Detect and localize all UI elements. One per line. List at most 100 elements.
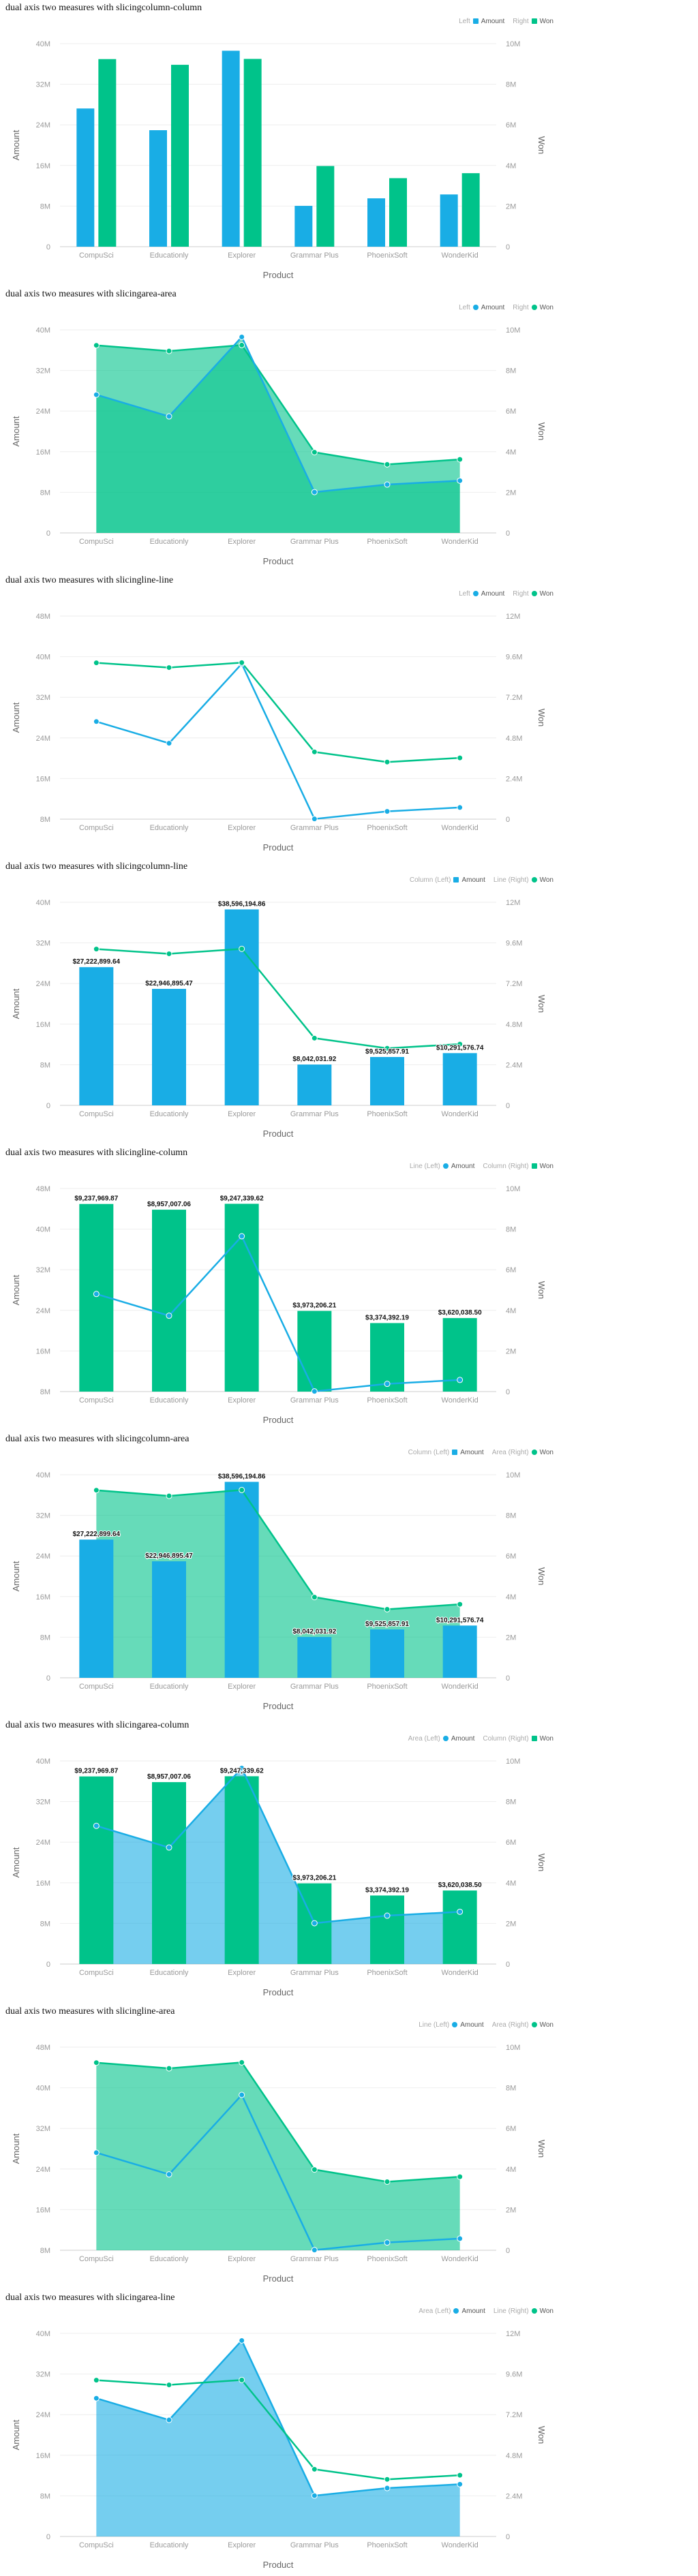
bar-won[interactable] (389, 178, 407, 247)
point-won[interactable] (457, 1041, 464, 1047)
line-won[interactable] (96, 2061, 460, 2183)
line-won[interactable] (96, 2379, 460, 2481)
area-amount[interactable] (96, 2340, 460, 2536)
point-amount[interactable] (239, 1764, 245, 1771)
bar-amount[interactable] (367, 198, 385, 247)
point-amount[interactable] (93, 2395, 100, 2402)
point-won[interactable] (239, 341, 245, 348)
point-won[interactable] (93, 2059, 100, 2066)
line-amount[interactable] (95, 1235, 460, 1392)
point-won[interactable] (384, 1045, 391, 1052)
point-amount[interactable] (384, 1912, 391, 1919)
point-amount[interactable] (384, 481, 391, 488)
bar-amount[interactable] (224, 909, 259, 1105)
point-won[interactable] (93, 660, 100, 666)
point-won[interactable] (384, 2476, 391, 2483)
point-won[interactable] (311, 449, 318, 456)
point-amount[interactable] (93, 391, 100, 398)
line-won[interactable] (96, 948, 460, 1049)
point-amount[interactable] (93, 1822, 100, 1829)
legend-item-won[interactable]: Column (Right) Won (483, 1163, 553, 1170)
bar-amount[interactable] (149, 130, 167, 247)
line-amount[interactable] (95, 2094, 460, 2251)
point-amount[interactable] (311, 1388, 318, 1395)
point-won[interactable] (239, 1486, 245, 1493)
bar-won[interactable] (370, 1895, 404, 1964)
bar-won[interactable] (171, 65, 189, 247)
point-amount[interactable] (384, 808, 391, 815)
point-amount[interactable] (384, 2485, 391, 2491)
bar-won[interactable] (297, 1310, 332, 1392)
point-won[interactable] (93, 946, 100, 953)
legend-item-amount[interactable]: Left Amount (459, 18, 504, 25)
point-amount[interactable] (457, 804, 464, 811)
point-amount[interactable] (166, 1313, 172, 1319)
line-amount[interactable] (95, 336, 460, 493)
legend-item-amount[interactable]: Left Amount (459, 590, 504, 598)
point-amount[interactable] (166, 740, 172, 747)
bar-won[interactable] (152, 1782, 186, 1964)
legend-item-won[interactable]: Right Won (513, 304, 553, 311)
bar-won[interactable] (243, 59, 262, 247)
point-amount[interactable] (93, 1291, 100, 1298)
legend-item-won[interactable]: Right Won (513, 590, 553, 598)
point-won[interactable] (311, 1034, 318, 1041)
bar-won[interactable] (224, 1203, 259, 1392)
point-won[interactable] (239, 2059, 245, 2066)
area-won[interactable] (96, 2062, 460, 2250)
point-won[interactable] (311, 1594, 318, 1601)
point-won[interactable] (384, 461, 391, 467)
legend-item-won[interactable]: Area (Right) Won (492, 1449, 553, 1456)
bar-amount[interactable] (442, 1053, 477, 1105)
point-won[interactable] (93, 2377, 100, 2384)
bar-amount[interactable] (79, 1539, 114, 1678)
line-amount[interactable] (95, 662, 460, 820)
point-amount[interactable] (166, 1844, 172, 1851)
point-won[interactable] (384, 2178, 391, 2185)
line-amount[interactable] (95, 2340, 460, 2497)
legend-item-amount[interactable]: Column (Left) Amount (408, 1449, 484, 1456)
bar-amount[interactable] (440, 194, 458, 247)
point-won[interactable] (457, 456, 464, 463)
point-amount[interactable] (311, 2247, 318, 2254)
point-amount[interactable] (457, 1908, 464, 1915)
bar-amount[interactable] (370, 1629, 404, 1678)
bar-amount[interactable] (224, 1482, 259, 1678)
point-amount[interactable] (239, 2091, 245, 2098)
point-amount[interactable] (93, 2149, 100, 2156)
point-won[interactable] (239, 2376, 245, 2383)
bar-amount[interactable] (79, 967, 114, 1105)
area-amount[interactable] (96, 1768, 460, 1964)
legend-item-won[interactable]: Line (Right) Won (494, 2307, 553, 2315)
point-won[interactable] (166, 951, 172, 957)
point-amount[interactable] (311, 2492, 318, 2499)
legend-item-won[interactable]: Column (Right) Won (483, 1735, 553, 1743)
line-won[interactable] (96, 344, 460, 465)
point-amount[interactable] (457, 1377, 464, 1383)
bar-amount[interactable] (152, 1561, 186, 1678)
point-won[interactable] (457, 754, 464, 761)
point-won[interactable] (457, 2472, 464, 2479)
legend-item-amount[interactable]: Area (Left) Amount (419, 2307, 485, 2315)
legend-item-won[interactable]: Line (Right) Won (494, 876, 553, 884)
legend-item-amount[interactable]: Column (Left) Amount (410, 876, 485, 884)
point-amount[interactable] (457, 2481, 464, 2487)
bar-won[interactable] (79, 1776, 114, 1964)
point-amount[interactable] (311, 489, 318, 495)
bar-won[interactable] (442, 1890, 477, 1964)
point-won[interactable] (166, 2065, 172, 2072)
point-amount[interactable] (93, 718, 100, 725)
point-amount[interactable] (166, 2171, 172, 2178)
legend-item-amount[interactable]: Area (Left) Amount (408, 1735, 475, 1743)
point-won[interactable] (239, 659, 245, 666)
point-amount[interactable] (311, 816, 318, 823)
point-amount[interactable] (384, 2239, 391, 2246)
line-won[interactable] (96, 662, 460, 763)
point-won[interactable] (166, 1492, 172, 1499)
point-amount[interactable] (311, 1920, 318, 1927)
bar-won[interactable] (152, 1210, 186, 1392)
legend-item-amount[interactable]: Line (Left) Amount (419, 2021, 484, 2029)
bar-won[interactable] (370, 1323, 404, 1392)
bar-won[interactable] (461, 173, 480, 247)
point-amount[interactable] (239, 1233, 245, 1240)
